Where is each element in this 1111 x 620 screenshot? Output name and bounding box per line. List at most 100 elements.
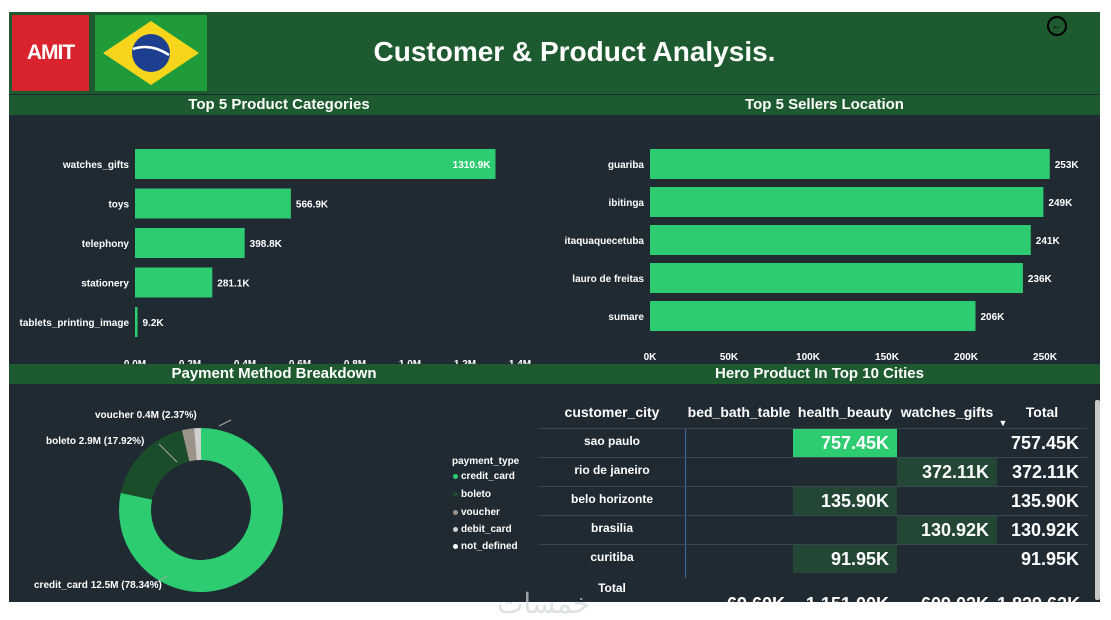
leader-line: [153, 575, 168, 585]
category-label: sumare: [608, 312, 644, 323]
matrix-cell[interactable]: 91.95K: [1020, 549, 1079, 569]
slice-label: boleto 2.9M (17.92%): [46, 436, 144, 447]
data-label: 398.8K: [250, 239, 283, 250]
matrix-cell[interactable]: [685, 516, 793, 544]
category-label: tablets_printing_image: [20, 318, 130, 329]
legend-item-not-defined[interactable]: not_defined: [453, 541, 518, 552]
matrix-scrollbar[interactable]: [1095, 400, 1100, 600]
matrix-cell[interactable]: 372.11K: [1011, 462, 1079, 482]
bar[interactable]: [135, 188, 291, 219]
page-title: Customer & Product Analysis.: [373, 36, 776, 67]
leader-line: [158, 443, 178, 463]
matrix-cell[interactable]: [897, 487, 997, 515]
matrix-title: Hero Product In Top 10 Cities: [539, 364, 1100, 384]
payment-title: Payment Method Breakdown: [9, 364, 539, 384]
pie-slice-boleto[interactable]: [120, 430, 190, 500]
bar[interactable]: [650, 225, 1031, 255]
legend-item-credit-card[interactable]: credit_card: [453, 471, 515, 482]
pie-slice-voucher[interactable]: [181, 428, 197, 462]
matrix-cell[interactable]: 130.92K: [897, 516, 997, 544]
bar[interactable]: [135, 267, 213, 298]
matrix-cell[interactable]: 757.45K: [1010, 433, 1079, 453]
data-label: 566.9K: [296, 200, 329, 211]
matrix-cell[interactable]: [685, 429, 793, 457]
axis-tick-label: 250K: [1033, 352, 1058, 363]
row-divider: [539, 515, 1087, 516]
legend-title: payment_type: [452, 456, 520, 467]
category-label: toys: [108, 200, 129, 211]
matrix-cell[interactable]: 135.90K: [1010, 491, 1079, 511]
total-row-label: Total: [598, 581, 626, 595]
data-label: 9.2K: [143, 318, 165, 329]
matrix-cell[interactable]: [897, 429, 997, 457]
legend-item-voucher[interactable]: voucher: [453, 507, 500, 518]
matrix-cell[interactable]: 130.92K: [1010, 520, 1079, 540]
bar[interactable]: [135, 307, 138, 337]
total-cell: 1,151.00K: [805, 594, 889, 614]
bar[interactable]: [650, 149, 1050, 179]
column-divider: [685, 428, 686, 578]
matrix-cell[interactable]: 372.11K: [897, 458, 997, 486]
category-label: ibitinga: [608, 198, 644, 209]
legend-item-debit-card[interactable]: debit_card: [453, 524, 512, 535]
axis-tick-label: 200K: [954, 352, 979, 363]
data-label: 253K: [1055, 160, 1080, 171]
col-header-bed-bath[interactable]: bed_bath_table: [687, 404, 791, 420]
row-divider: [539, 457, 1087, 458]
bar[interactable]: [650, 301, 976, 331]
watermark: خمسات: [497, 588, 591, 619]
pie-slice-debit_card[interactable]: [193, 428, 201, 461]
axis-tick-label: 1.0M: [399, 359, 421, 364]
axis-tick-label: 0K: [644, 352, 658, 363]
matrix-cell[interactable]: [897, 545, 997, 573]
payment-donut-chart: voucher 0.4M (2.37%) boleto 2.9M (17.92%)…: [34, 410, 283, 592]
hero-product-matrix: customer_city bed_bath_table health_beau…: [539, 386, 1097, 614]
sellers-title: Top 5 Sellers Location: [549, 95, 1100, 115]
axis-tick-label: 0.2M: [179, 359, 201, 364]
col-header-watches-gifts[interactable]: watches_gifts: [900, 404, 994, 420]
pie-slice-credit_card[interactable]: [118, 428, 283, 592]
axis-tick-label: 150K: [875, 352, 900, 363]
bar[interactable]: [135, 228, 245, 258]
row-divider: [539, 486, 1087, 487]
bar[interactable]: [650, 263, 1023, 293]
legend-item-boleto[interactable]: boleto: [453, 489, 491, 500]
axis-tick-label: 1.2M: [454, 359, 476, 364]
category-label: telephony: [82, 239, 130, 250]
categories-title: Top 5 Product Categories: [9, 95, 549, 115]
matrix-cell[interactable]: [793, 458, 897, 486]
matrix-cell[interactable]: [685, 458, 793, 486]
total-cell: 69.60K: [726, 594, 785, 614]
row-city-label[interactable]: brasilia: [590, 521, 634, 535]
col-header-city[interactable]: customer_city: [564, 404, 660, 420]
col-header-total[interactable]: Total: [1025, 404, 1059, 420]
bar[interactable]: [650, 187, 1044, 217]
matrix-cell[interactable]: 135.90K: [793, 487, 897, 515]
sort-desc-icon[interactable]: ▼: [998, 418, 1008, 428]
row-city-label[interactable]: curitiba: [590, 550, 634, 564]
data-label: 206K: [980, 312, 1005, 323]
dashboard-frame: AMIT Customer & Product Analysis. ← Top …: [9, 12, 1100, 619]
back-arrow-icon[interactable]: ←: [1047, 16, 1067, 36]
matrix-cell[interactable]: 757.45K: [793, 429, 897, 457]
axis-tick-label: 0.8M: [344, 359, 366, 364]
data-label: 281.1K: [217, 279, 250, 290]
row-city-label[interactable]: rio de janeiro: [574, 463, 650, 477]
matrix-cell[interactable]: [685, 487, 793, 515]
axis-tick-label: 0.6M: [289, 359, 311, 364]
axis-tick-label: 100K: [796, 352, 821, 363]
sellers-bar-chart: guariba 253K ibitinga 249K itaquaquecetuba 24…: [565, 149, 1080, 363]
row-city-label[interactable]: belo horizonte: [571, 492, 653, 506]
category-label: lauro de freitas: [572, 274, 644, 285]
row-city-label[interactable]: sao paulo: [583, 434, 640, 448]
leader-line: [218, 419, 232, 427]
axis-tick-label: 0.0M: [124, 359, 146, 364]
data-label: 249K: [1048, 198, 1073, 209]
data-label: 241K: [1036, 236, 1061, 247]
matrix-cell[interactable]: [793, 516, 897, 544]
matrix-cell[interactable]: 91.95K: [793, 545, 897, 573]
bar[interactable]: [135, 149, 496, 179]
categories-bar-chart: watches_gifts 1310.9K toys 566.9K telephony 3…: [20, 149, 531, 364]
col-header-health-beauty[interactable]: health_beauty: [797, 404, 893, 420]
matrix-cell[interactable]: [685, 545, 793, 573]
